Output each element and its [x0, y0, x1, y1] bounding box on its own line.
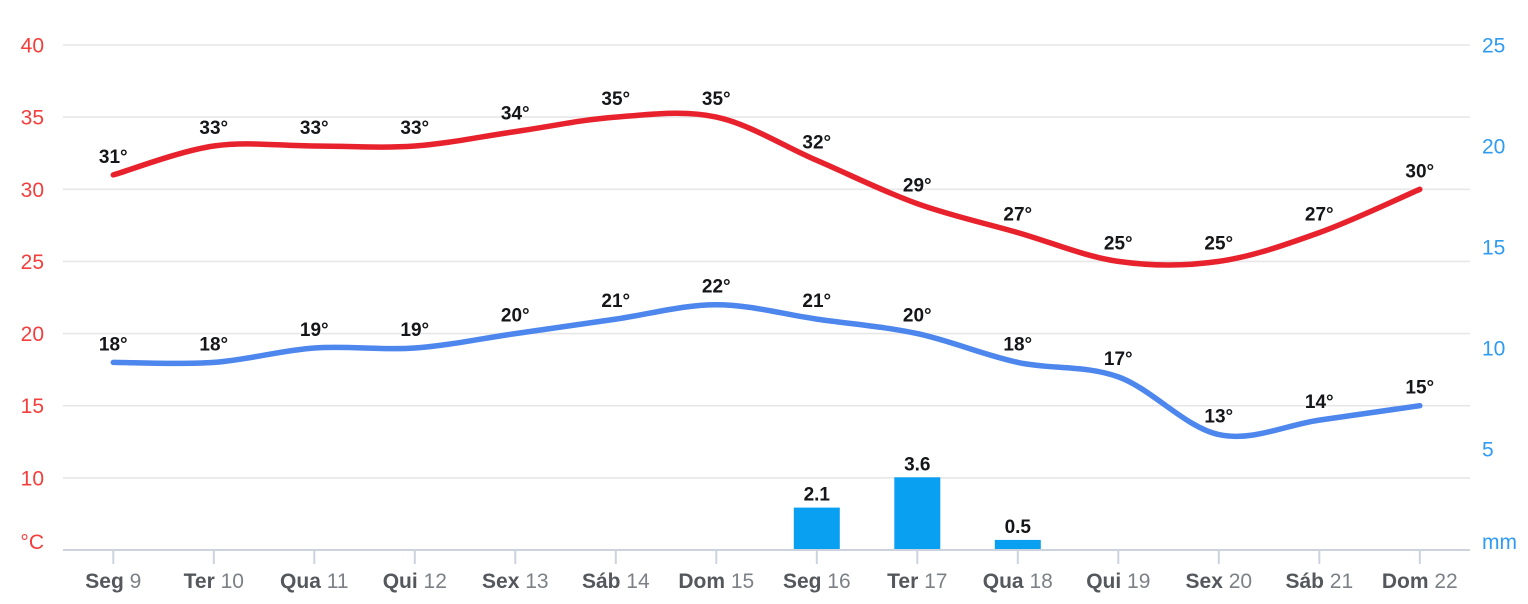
max-temp-value-label: 33° — [199, 118, 228, 139]
min-temp-line — [110, 301, 1423, 440]
left-axis-tick-label: 40 — [21, 35, 44, 58]
max-temp-value-label: 32° — [802, 132, 831, 153]
max-temp-value-label: 33° — [400, 118, 429, 139]
x-axis-day-label: Sáb 14 — [582, 570, 650, 593]
x-axis-day-label: Qui 12 — [383, 570, 447, 593]
min-temp-value-label: 18° — [1003, 334, 1032, 355]
min-temp-value-label: 18° — [199, 334, 228, 355]
x-axis-day-label: Qui 19 — [1086, 570, 1150, 593]
x-axis-day-label: Dom 22 — [1382, 570, 1458, 593]
left-axis-tick-label: 10 — [21, 467, 44, 490]
right-axis-tick-label: 5 — [1482, 439, 1494, 462]
precipitation-value-label: 0.5 — [1005, 517, 1032, 538]
min-temp-value-label: 19° — [300, 320, 329, 341]
precipitation-bar — [793, 507, 840, 549]
max-temp-value-label: 31° — [99, 147, 128, 168]
left-axis-tick-label: 35 — [21, 107, 44, 130]
max-temp-value-label: 29° — [903, 176, 932, 197]
min-temp-value-label: 19° — [400, 320, 429, 341]
right-axis-tick-label: 25 — [1482, 35, 1505, 58]
left-axis-tick-label: 30 — [21, 179, 44, 202]
min-temp-value-label: 20° — [501, 306, 530, 327]
min-temp-value-label: 20° — [903, 306, 932, 327]
x-axis-day-label: Sex 13 — [482, 570, 549, 593]
max-temp-value-label: 27° — [1305, 205, 1334, 226]
min-temp-value-label: 21° — [802, 291, 831, 312]
min-temp-value-label: 21° — [601, 291, 630, 312]
right-axis-unit-label: mm — [1482, 531, 1517, 554]
left-axis-unit-label: °C — [20, 531, 44, 554]
min-temp-value-label: 18° — [99, 334, 128, 355]
min-temp-value-label: 14° — [1305, 392, 1334, 413]
x-axis-day-label: Ter 17 — [887, 570, 947, 593]
min-temp-value-label: 15° — [1405, 378, 1434, 399]
max-temp-value-label: 25° — [1204, 233, 1233, 254]
max-temp-value-label: 33° — [300, 118, 329, 139]
max-temp-value-label: 27° — [1003, 205, 1032, 226]
x-axis-day-label: Qua 18 — [983, 570, 1053, 593]
min-temp-value-label: 13° — [1204, 407, 1233, 428]
right-axis-tick-label: 15 — [1482, 237, 1505, 260]
max-temp-value-label: 35° — [601, 89, 630, 110]
max-temp-value-label: 34° — [501, 104, 530, 125]
left-axis-tick-label: 25 — [21, 251, 44, 274]
right-axis-tick-label: 10 — [1482, 338, 1505, 361]
x-axis-day-label: Sáb 21 — [1285, 570, 1353, 593]
max-temp-value-label: 25° — [1104, 233, 1133, 254]
min-temp-value-label: 17° — [1104, 349, 1133, 370]
min-temp-value-label: 22° — [702, 277, 731, 298]
right-axis-tick-label: 20 — [1482, 136, 1505, 159]
x-axis-day-label: Seg 9 — [85, 570, 141, 593]
x-axis-day-label: Ter 10 — [184, 570, 244, 593]
left-axis-tick-label: 15 — [21, 395, 44, 418]
x-axis-day-label: Dom 15 — [678, 570, 754, 593]
left-axis-tick-label: 20 — [21, 323, 44, 346]
x-axis-day-label: Qua 11 — [280, 570, 349, 593]
x-axis-day-label: Sex 20 — [1186, 570, 1253, 593]
precipitation-bar — [994, 539, 1041, 549]
max-temp-line — [110, 110, 1423, 268]
precipitation-bar — [894, 477, 941, 549]
max-temp-value-label: 30° — [1405, 161, 1434, 182]
precipitation-value-label: 3.6 — [904, 454, 930, 475]
x-axis-day-label: Seg 16 — [783, 570, 851, 593]
max-temp-value-label: 35° — [702, 89, 731, 110]
precipitation-value-label: 2.1 — [804, 485, 831, 506]
